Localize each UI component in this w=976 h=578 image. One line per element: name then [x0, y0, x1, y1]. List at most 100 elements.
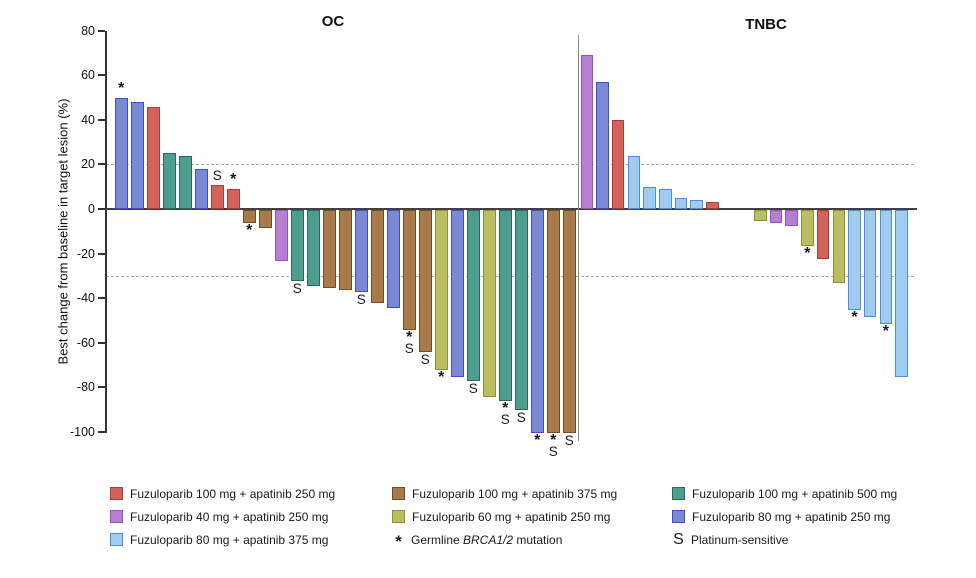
bar-markers: S [410, 352, 440, 368]
y-axis-spine [105, 31, 107, 433]
platinum-sensitive-marker: S [212, 167, 222, 183]
brca-mutation-marker: * [406, 329, 413, 347]
legend-label: Fuzuloparib 80 mg + apatinib 375 mg [130, 532, 329, 547]
bar [211, 184, 224, 209]
bar-markers: * [792, 244, 822, 262]
bar [515, 210, 528, 411]
y-axis-tick [98, 208, 105, 210]
bar [801, 210, 814, 246]
bar [499, 210, 512, 402]
panel-divider [577, 35, 579, 441]
platinum-sensitive-marker: S [292, 281, 302, 297]
legend-label: Fuzuloparib 100 mg + apatinib 375 mg [412, 486, 618, 501]
legend-label: Fuzuloparib 80 mg + apatinib 250 mg [692, 509, 891, 524]
legend-swatch [392, 510, 405, 523]
bar [547, 210, 560, 433]
y-axis-tick [98, 163, 105, 166]
bar [307, 210, 320, 286]
y-axis-tick-label: -100 [69, 424, 95, 439]
platinum-sensitive-marker: S [420, 352, 430, 368]
legend-swatch [672, 487, 685, 500]
bar [435, 210, 448, 371]
bar-markers: S [346, 292, 376, 308]
bar [848, 210, 861, 311]
legend-swatch [110, 510, 123, 523]
bar [291, 210, 304, 282]
legend-label: Germline BRCA1/2 mutation [411, 532, 563, 547]
bar [323, 210, 336, 288]
platinum-sensitive-symbol: S [673, 531, 684, 548]
bar [371, 210, 384, 304]
bar [275, 210, 288, 262]
bar [531, 210, 544, 433]
legend-item: Fuzuloparib 80 mg + apatinib 250 mg [672, 509, 890, 524]
zero-baseline [105, 208, 917, 210]
panel-title-oc: OC [321, 13, 345, 30]
bar-markers: * S [490, 401, 520, 428]
bar [147, 106, 160, 209]
legend-swatch [110, 487, 123, 500]
bar [863, 210, 877, 317]
brca-mutation-marker: * [851, 309, 858, 327]
bar [483, 210, 496, 397]
bar [563, 210, 576, 433]
bar-markers: * [106, 79, 136, 97]
bar [387, 210, 400, 308]
brca-mutation-marker: * [118, 79, 125, 97]
platinum-sensitive-marker: S [468, 381, 478, 397]
bar-markers: * S [538, 432, 568, 458]
bar [259, 210, 272, 228]
legend-item: S Platinum-sensitive [672, 531, 788, 548]
legend-item: Fuzuloparib 60 mg + apatinib 250 mg [392, 509, 610, 524]
bar [611, 119, 625, 209]
brca-mutation-marker: * [438, 369, 445, 387]
bar [179, 155, 192, 209]
bar [879, 210, 893, 324]
brca-mutation-marker: * [882, 322, 889, 340]
platinum-sensitive-marker: S [500, 412, 510, 428]
y-axis-tick-label: -80 [76, 380, 95, 395]
legend-item: Fuzuloparib 100 mg + apatinib 375 mg [392, 486, 617, 501]
bar-markers: S [554, 433, 584, 447]
y-axis-tick [98, 74, 105, 77]
y-axis-tick-label: 0 [88, 202, 95, 216]
legend-label: Fuzuloparib 100 mg + apatinib 250 mg [130, 486, 336, 501]
bar [467, 210, 480, 382]
bar [580, 55, 593, 209]
bar [243, 210, 256, 224]
brca-mutation-marker: * [534, 431, 541, 449]
bar [674, 197, 688, 209]
reference-line [106, 164, 914, 166]
bar-markers: S [282, 281, 312, 297]
bar [195, 168, 208, 209]
bar-markers: * [871, 322, 901, 340]
legend-item: Fuzuloparib 100 mg + apatinib 250 mg [110, 486, 335, 501]
bar [754, 210, 767, 222]
platinum-sensitive-marker: S [356, 292, 366, 308]
platinum-sensitive-marker: S [404, 341, 414, 357]
bar-markers: * S [394, 329, 424, 357]
bar [643, 186, 656, 209]
legend-label: Fuzuloparib 100 mg + apatinib 500 mg [692, 486, 898, 501]
legend-swatch [110, 533, 123, 546]
bar [690, 200, 703, 209]
brca-mutation-marker: * [804, 244, 811, 262]
legend-swatch [392, 487, 405, 500]
bar [832, 210, 845, 284]
y-axis-tick-label: -20 [76, 246, 95, 261]
y-axis-tick [98, 386, 105, 389]
bar [131, 102, 144, 209]
y-axis-tick [98, 341, 105, 344]
legend-item: * Germline BRCA1/2 mutation [392, 532, 563, 551]
brca-mutation-marker: * [246, 222, 253, 240]
bar-markers: S [506, 411, 536, 425]
bar [355, 210, 368, 293]
y-axis-tick-label: 80 [81, 23, 95, 38]
bar [115, 97, 128, 209]
legend-label: Fuzuloparib 60 mg + apatinib 250 mg [412, 509, 611, 524]
bar [451, 210, 464, 377]
bar [227, 188, 240, 209]
bar-markers: * [426, 369, 456, 387]
legend-item: Fuzuloparib 40 mg + apatinib 250 mg [110, 509, 328, 524]
bar [785, 210, 798, 226]
